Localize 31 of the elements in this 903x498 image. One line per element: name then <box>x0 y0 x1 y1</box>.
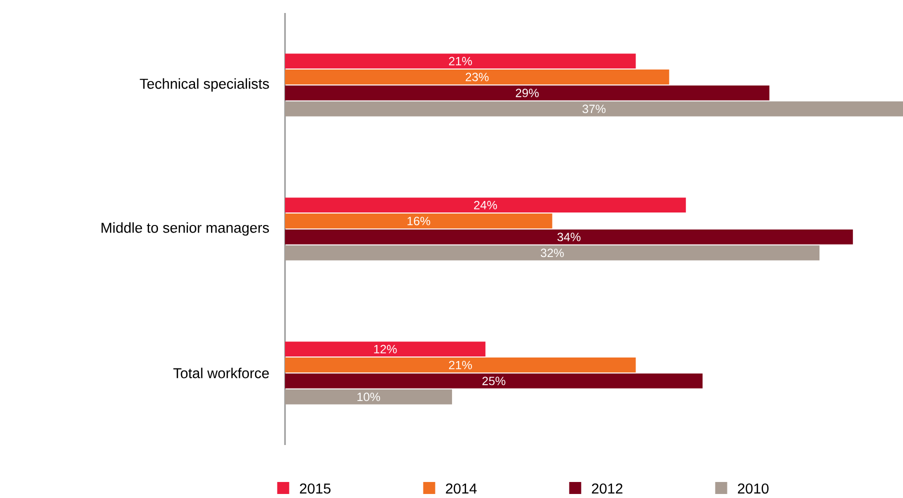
bar <box>285 389 452 404</box>
data-label: 16% <box>408 216 430 226</box>
legend-label: 2010 <box>738 483 769 494</box>
data-label: 25% <box>482 376 506 386</box>
data-label: 29% <box>516 88 539 98</box>
data-label: 21% <box>449 360 472 370</box>
bar <box>285 245 820 260</box>
legend-label: 2014 <box>446 483 477 494</box>
legend-label: 2015 <box>300 483 331 494</box>
legend-label: 2012 <box>592 483 622 494</box>
data-label: 32% <box>540 248 564 258</box>
y-tick-label: Middle to senior managers <box>102 222 269 236</box>
bar <box>285 229 853 244</box>
y-tick-label: Technical specialists <box>140 78 269 92</box>
data-label: 10% <box>357 392 380 402</box>
bar <box>285 198 686 213</box>
y-tick-label: Total workforce <box>173 368 269 378</box>
bar <box>285 373 703 388</box>
bar <box>285 54 636 69</box>
data-label: 12% <box>374 344 397 354</box>
bar <box>285 85 770 100</box>
bar <box>285 358 636 372</box>
bar <box>285 70 670 84</box>
bar <box>285 101 903 116</box>
data-label: 21% <box>449 56 472 66</box>
data-label: 24% <box>474 200 497 210</box>
data-label: 34% <box>557 232 580 242</box>
bar <box>285 342 486 357</box>
data-label: 23% <box>466 72 489 82</box>
data-label: 37% <box>582 104 606 114</box>
bar <box>285 214 552 228</box>
